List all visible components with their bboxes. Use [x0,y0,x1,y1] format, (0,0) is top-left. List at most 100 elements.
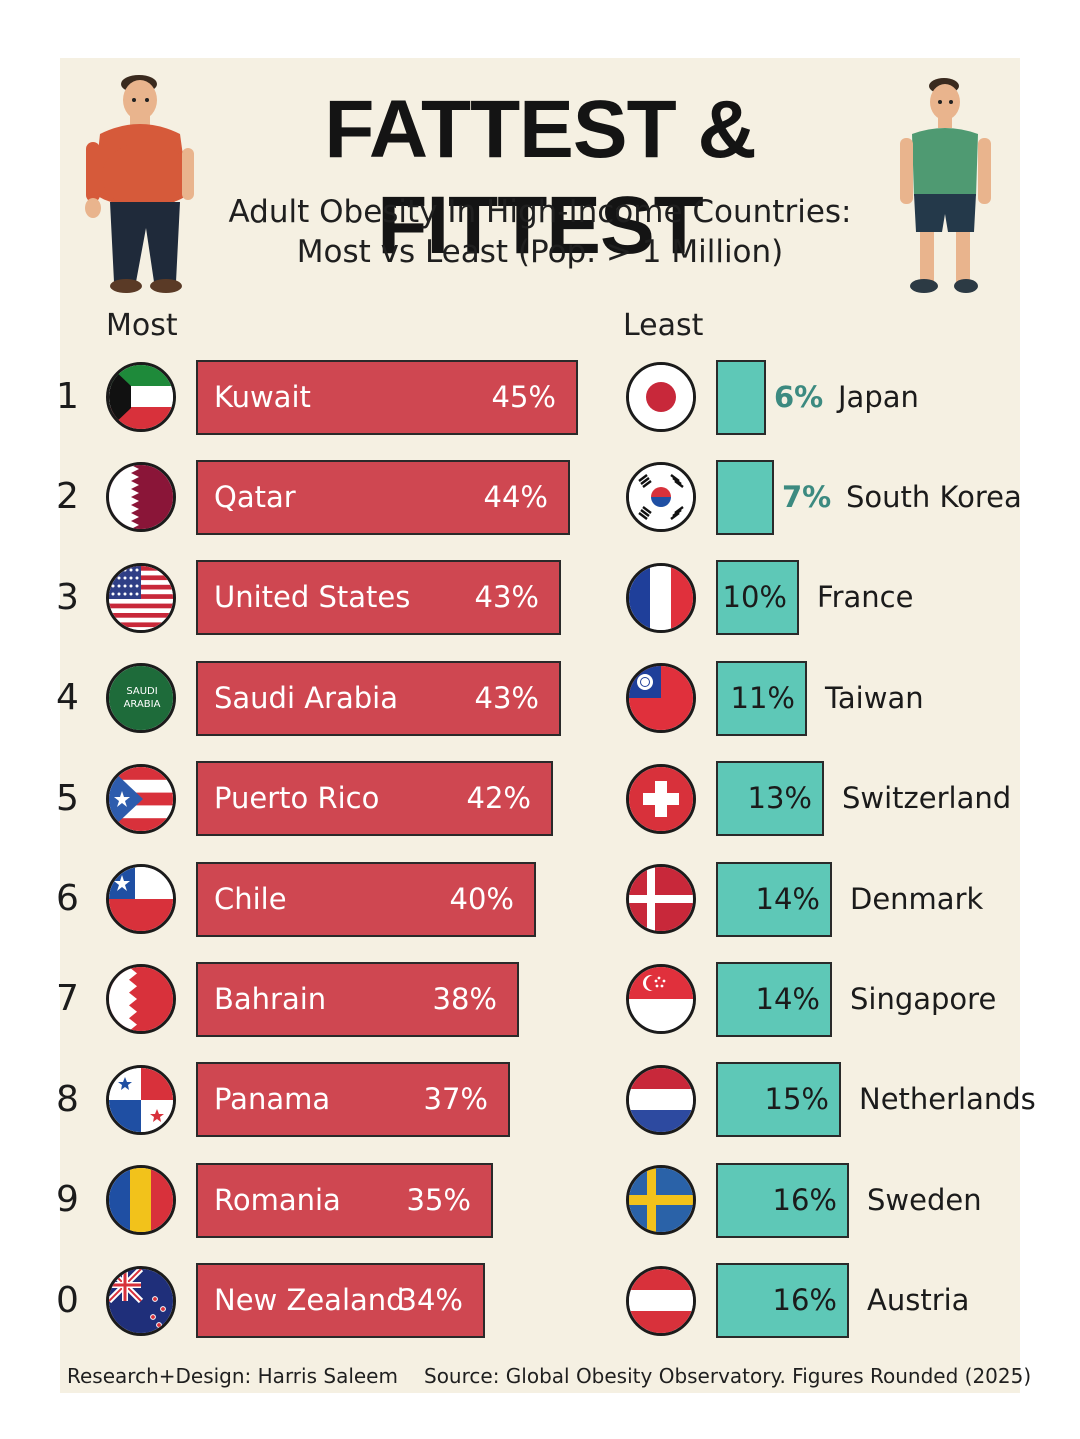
value-label: 42% [466,781,531,816]
least-bar: 10% [716,560,799,636]
subtitle-line-1: Adult Obesity In High-Income Countries: [228,194,852,230]
rank-number: 6 [56,878,79,919]
country-name: New Zealand [214,1283,405,1318]
value-label: 35% [406,1182,471,1217]
netherlands-flag-icon [626,1064,696,1135]
country-name: Netherlands [859,1082,1036,1117]
country-name: Sweden [867,1182,982,1217]
romania-flag-icon [106,1165,176,1236]
panama-flag-icon [106,1064,176,1135]
source-note: Source: Global Obesity Observatory. Figu… [424,1364,1032,1388]
most-bar: Qatar 44% [196,459,570,535]
value-label: 37% [423,1082,488,1117]
chile-flag-icon [106,864,176,934]
rank-number: 1 [56,376,79,417]
most-bar: Bahrain 38% [196,961,519,1037]
least-bar [716,459,774,535]
rank-number: 3 [56,576,79,618]
least-bar: 15% [716,1062,841,1138]
value-label: 14% [755,981,820,1016]
switzerland-flag-icon [626,763,696,834]
country-name: United States [214,580,411,615]
value-label: 43% [474,680,539,715]
sweden-flag-icon [626,1165,696,1236]
value-label: 40% [449,881,514,916]
country-name: Kuwait [214,379,311,414]
japan-flag-icon [626,362,696,432]
flag-caption: SAUDI ARABIA [123,686,161,711]
value-label: 13% [747,781,812,816]
country-name: Puerto Rico [214,781,380,816]
france-flag-icon [626,562,696,633]
rank-number: 4 [56,677,79,719]
value-label: 7% [782,479,832,514]
country-name: Singapore [850,981,997,1016]
rank-number: 7 [56,978,79,1020]
least-bar: 14% [716,961,832,1037]
south-korea-flag-icon [626,462,696,533]
most-bar: Panama 37% [196,1062,510,1138]
country-name: Qatar [214,479,296,514]
rank-number: 0 [56,1279,79,1321]
least-bar: 14% [716,861,832,937]
saudi-arabia-flag-icon: SAUDI ARABIA [106,663,176,734]
least-bar [716,359,766,435]
most-bar: Chile 40% [196,861,536,937]
least-bar: 11% [716,660,807,736]
united-states-flag-icon [106,562,176,633]
most-bar: Romania 35% [196,1162,493,1238]
country-name: France [817,580,914,615]
new-zealand-flag-icon [106,1265,176,1336]
austria-flag-icon [626,1265,696,1336]
overweight-man-icon [85,75,194,293]
most-bar: New Zealand 34% [196,1263,485,1339]
value-label: 45% [491,379,556,414]
rank-number: 9 [56,1179,79,1221]
rank-number: 5 [56,777,79,819]
least-bar: 16% [716,1162,849,1238]
page-title: FATTEST & FITTEST [324,84,756,271]
most-bar: United States 43% [196,560,561,636]
country-name: Japan [838,379,919,414]
least-column-heading: Least [623,308,704,343]
value-label: 11% [730,680,795,715]
design-credit: Research+Design: Harris Saleem [67,1364,398,1388]
singapore-flag-icon [626,964,696,1035]
rank-number: 8 [56,1078,79,1120]
bahrain-flag-icon [106,964,176,1035]
taiwan-flag-icon [626,663,696,734]
country-name: Chile [214,881,287,916]
value-label: 10% [722,580,787,615]
country-name: Austria [867,1283,970,1318]
value-label: 44% [483,479,548,514]
kuwait-flag-icon [106,362,176,432]
most-column-heading: Most [106,308,178,343]
country-name: Denmark [850,881,984,916]
denmark-flag-icon [626,864,696,934]
most-bar: Kuwait 45% [196,359,578,435]
qatar-flag-icon [106,462,176,533]
value-label: 6% [774,379,824,414]
value-label: 16% [772,1283,837,1318]
most-bar: Saudi Arabia 43% [196,660,561,736]
country-name: South Korea [846,479,1022,514]
value-label: 34% [398,1283,463,1318]
rank-number: 2 [56,476,79,518]
country-name: Romania [214,1182,341,1217]
value-label: 38% [432,981,497,1016]
country-name: Taiwan [825,680,924,715]
least-bar: 16% [716,1263,849,1339]
value-label: 15% [764,1082,829,1117]
value-label: 14% [755,881,820,916]
fit-man-icon [900,78,991,293]
puerto-rico-flag-icon [106,763,176,834]
country-name: Saudi Arabia [214,680,399,715]
country-name: Bahrain [214,981,327,1016]
country-name: Panama [214,1082,331,1117]
value-label: 43% [474,580,539,615]
least-bar: 13% [716,761,824,837]
subtitle-line-2: Most vs Least (Pop. > 1 Million) [296,234,784,270]
most-bar: Puerto Rico 42% [196,761,553,837]
country-name: Switzerland [842,781,1012,816]
value-label: 16% [772,1182,837,1217]
